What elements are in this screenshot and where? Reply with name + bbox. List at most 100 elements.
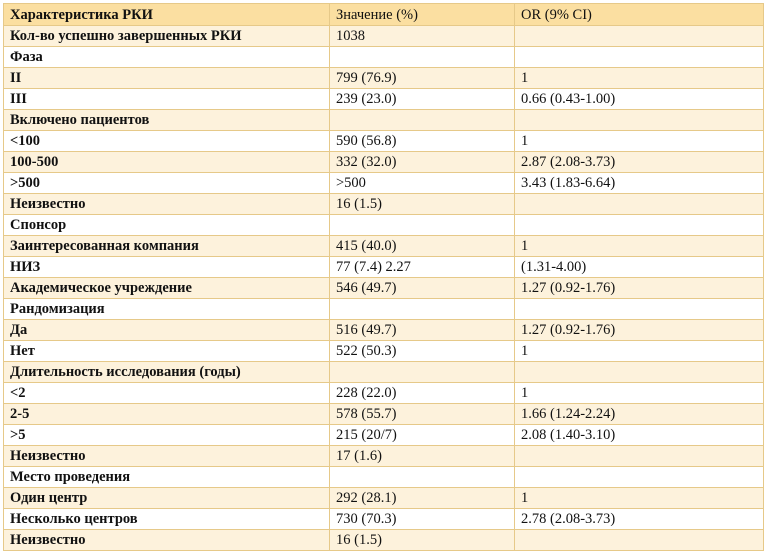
table-row: Неизвестно 16 (1.5) <box>3 529 764 551</box>
row-sublabel: Неизвестно <box>3 193 330 215</box>
row-sublabel: Неизвестно <box>3 445 330 467</box>
row-odds-ratio: 1 <box>514 382 764 404</box>
table-row: Академическое учреждение 546 (49.7) 1.27 (… <box>3 277 764 299</box>
table-row: Рандомизация <box>3 298 764 320</box>
row-odds-ratio: 3.43 (1.83-6.64) <box>514 172 764 194</box>
row-value: 228 (22.0) <box>329 382 515 404</box>
table-row: Да 516 (49.7) 1.27 (0.92-1.76) <box>3 319 764 341</box>
table-row: Место проведения <box>3 466 764 488</box>
row-group-label: Кол-во успешно завершенных РКИ <box>3 25 330 47</box>
row-sublabel: Один центр <box>3 487 330 509</box>
table-row: 100-500 332 (32.0) 2.87 (2.08-3.73) <box>3 151 764 173</box>
row-sublabel: НИЗ <box>3 256 330 278</box>
row-odds-ratio: 0.66 (0.43-1.00) <box>514 88 764 110</box>
table-row: Заинтересованная компания 415 (40.0) 1 <box>3 235 764 257</box>
table-row: Включено пациентов <box>3 109 764 131</box>
table-row: Один центр 292 (28.1) 1 <box>3 487 764 509</box>
row-sublabel: Несколько центров <box>3 508 330 530</box>
row-value: 516 (49.7) <box>329 319 515 341</box>
row-value: 332 (32.0) <box>329 151 515 173</box>
row-value: 546 (49.7) <box>329 277 515 299</box>
table-row: 2-5 578 (55.7) 1.66 (1.24-2.24) <box>3 403 764 425</box>
row-odds-ratio <box>514 361 764 383</box>
row-value: 415 (40.0) <box>329 235 515 257</box>
row-sublabel: Академическое учреждение <box>3 277 330 299</box>
table-row: <100 590 (56.8) 1 <box>3 130 764 152</box>
row-sublabel: <2 <box>3 382 330 404</box>
row-odds-ratio <box>514 25 764 47</box>
row-sublabel: Неизвестно <box>3 529 330 551</box>
table-row: НИЗ 77 (7.4) 2.27 (1.31-4.00) <box>3 256 764 278</box>
row-value: 239 (23.0) <box>329 88 515 110</box>
row-odds-ratio <box>514 193 764 215</box>
table-row: II 799 (76.9) 1 <box>3 67 764 89</box>
row-sublabel: <100 <box>3 130 330 152</box>
row-sublabel: 2-5 <box>3 403 330 425</box>
row-group-label: Место проведения <box>3 466 330 488</box>
row-value: 77 (7.4) 2.27 <box>329 256 515 278</box>
row-odds-ratio <box>514 46 764 68</box>
row-odds-ratio: 1.66 (1.24-2.24) <box>514 403 764 425</box>
header-characteristic: Характеристика РКИ <box>3 3 330 26</box>
row-sublabel: III <box>3 88 330 110</box>
row-group-label: Спонсор <box>3 214 330 236</box>
row-odds-ratio <box>514 466 764 488</box>
table-row: <2 228 (22.0) 1 <box>3 382 764 404</box>
row-value: 522 (50.3) <box>329 340 515 362</box>
row-value <box>329 298 515 320</box>
row-value: 16 (1.5) <box>329 529 515 551</box>
row-value <box>329 361 515 383</box>
row-value <box>329 466 515 488</box>
row-value <box>329 46 515 68</box>
header-or: OR (9% CI) <box>514 3 764 26</box>
row-value <box>329 214 515 236</box>
table-header-row: Характеристика РКИ Значение (%) OR (9% C… <box>3 3 764 26</box>
row-group-label: Включено пациентов <box>3 109 330 131</box>
row-odds-ratio <box>514 298 764 320</box>
row-sublabel: 100-500 <box>3 151 330 173</box>
row-sublabel: Да <box>3 319 330 341</box>
table-row: Неизвестно 17 (1.6) <box>3 445 764 467</box>
row-sublabel: Заинтересованная компания <box>3 235 330 257</box>
row-odds-ratio: 1 <box>514 487 764 509</box>
table-row: Длительность исследования (годы) <box>3 361 764 383</box>
row-value: 799 (76.9) <box>329 67 515 89</box>
row-odds-ratio <box>514 445 764 467</box>
header-value: Значение (%) <box>329 3 515 26</box>
table-row: Несколько центров 730 (70.3) 2.78 (2.08-3.… <box>3 508 764 530</box>
row-sublabel: II <box>3 67 330 89</box>
row-sublabel: Нет <box>3 340 330 362</box>
row-odds-ratio: 1 <box>514 67 764 89</box>
row-value: 292 (28.1) <box>329 487 515 509</box>
row-value: 215 (20/7) <box>329 424 515 446</box>
table-row: Нет 522 (50.3) 1 <box>3 340 764 362</box>
row-group-label: Фаза <box>3 46 330 68</box>
row-odds-ratio: (1.31-4.00) <box>514 256 764 278</box>
row-odds-ratio: 2.87 (2.08-3.73) <box>514 151 764 173</box>
row-value: 16 (1.5) <box>329 193 515 215</box>
row-odds-ratio <box>514 529 764 551</box>
table-body: Характеристика РКИ Значение (%) OR (9% C… <box>3 3 764 551</box>
table-row: Неизвестно 16 (1.5) <box>3 193 764 215</box>
row-value: 1038 <box>329 25 515 47</box>
row-odds-ratio: 2.08 (1.40-3.10) <box>514 424 764 446</box>
table-row: Кол-во успешно завершенных РКИ 1038 <box>3 25 764 47</box>
row-odds-ratio <box>514 214 764 236</box>
row-group-label: Длительность исследования (годы) <box>3 361 330 383</box>
table-row: III 239 (23.0) 0.66 (0.43-1.00) <box>3 88 764 110</box>
row-odds-ratio: 2.78 (2.08-3.73) <box>514 508 764 530</box>
table-row: Спонсор <box>3 214 764 236</box>
row-odds-ratio <box>514 109 764 131</box>
rct-characteristics-table: Характеристика РКИ Значение (%) OR (9% C… <box>3 3 764 551</box>
table-row: Фаза <box>3 46 764 68</box>
row-odds-ratio: 1.27 (0.92-1.76) <box>514 277 764 299</box>
row-sublabel: >5 <box>3 424 330 446</box>
row-sublabel: >500 <box>3 172 330 194</box>
row-odds-ratio: 1.27 (0.92-1.76) <box>514 319 764 341</box>
row-odds-ratio: 1 <box>514 130 764 152</box>
row-value: 730 (70.3) <box>329 508 515 530</box>
table-row: >5 215 (20/7) 2.08 (1.40-3.10) <box>3 424 764 446</box>
table-row: >500 >500 3.43 (1.83-6.64) <box>3 172 764 194</box>
row-value: 590 (56.8) <box>329 130 515 152</box>
row-group-label: Рандомизация <box>3 298 330 320</box>
